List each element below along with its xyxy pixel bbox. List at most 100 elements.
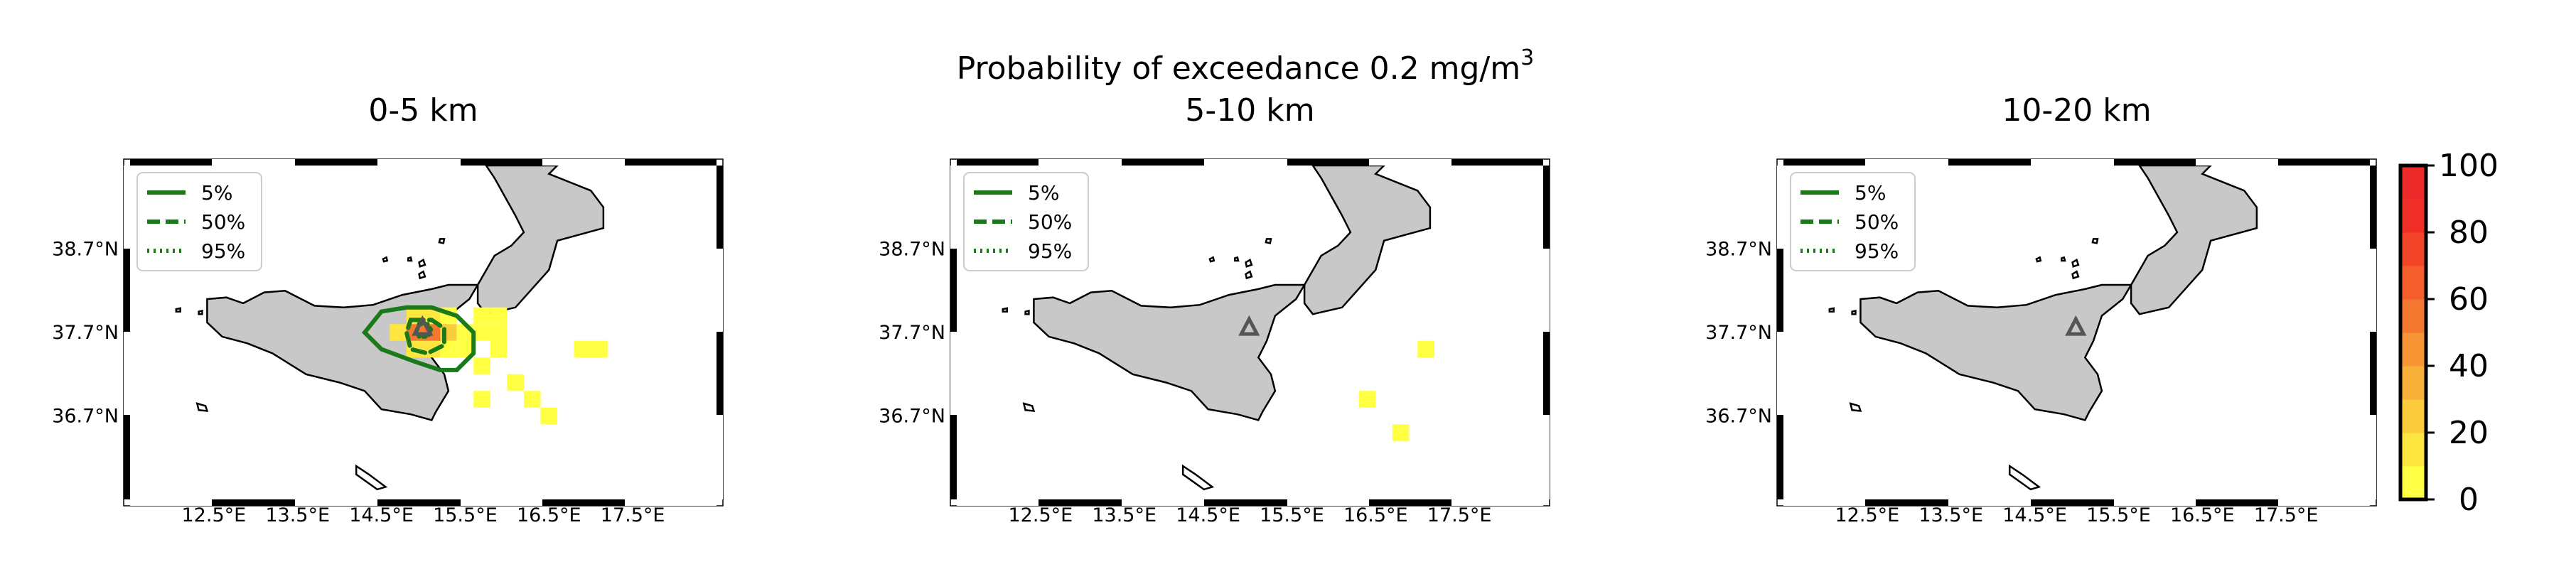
frame-segment xyxy=(130,499,212,506)
frame-segment xyxy=(1287,499,1369,506)
frame-segment xyxy=(124,415,130,499)
legend-box xyxy=(963,172,1089,271)
frame-segment xyxy=(1948,159,2031,166)
island-outline xyxy=(1849,402,1862,412)
probability-cell xyxy=(440,340,457,358)
island-outline xyxy=(1024,309,1030,315)
vent-triangle-icon xyxy=(1238,315,1260,336)
x-tick-label: 17.5°E xyxy=(1427,504,1492,526)
frame-segment xyxy=(957,499,1039,506)
colorbar-band xyxy=(2400,199,2426,233)
colorbar-tick-label: 0 xyxy=(2459,482,2479,518)
island-outline xyxy=(2071,258,2080,268)
legend-box xyxy=(136,172,262,271)
colorbar-band xyxy=(2400,232,2426,266)
island-outline xyxy=(1234,256,1240,262)
y-tick-label: 37.7°N xyxy=(1705,322,1772,344)
y-tick-label: 38.7°N xyxy=(879,239,945,261)
legend: 5% 50% 95% xyxy=(136,172,262,271)
legend: 5% 50% 95% xyxy=(1790,172,1916,271)
frame-segment xyxy=(1204,499,1287,506)
frame-segment xyxy=(950,249,957,332)
sicily-landmass xyxy=(1859,283,2133,421)
x-tick-label: 15.5°E xyxy=(2086,504,2151,526)
colorbar-band xyxy=(2400,332,2426,367)
map-panel-1: 0-5 km 12.5°E 13.5°E 14.5°E 15.5°E 16.5°E 17.5… xyxy=(52,92,724,526)
frame-segment xyxy=(1777,249,1783,332)
colorbar-band xyxy=(2400,299,2426,333)
probability-cell xyxy=(456,340,474,358)
probability-cell xyxy=(523,391,541,408)
frame-segment xyxy=(2031,159,2114,166)
map-panel-2: 5-10 km 12.5°E 13.5°E 14.5°E 15.5°E 16.5°E 17.… xyxy=(879,92,1550,526)
panel-title: 0-5 km xyxy=(368,92,478,129)
x-tick-label: 16.5°E xyxy=(517,504,581,526)
map-panel-3: 10-20 km 12.5°E 13.5°E 14.5°E 15.5°E 16.5°E 17… xyxy=(1705,92,2377,526)
island-outline xyxy=(195,402,209,412)
x-tick-label: 12.5°E xyxy=(1835,504,1900,526)
suptitle: Probability of exceedance 0.2 mg/m3 xyxy=(957,45,1534,87)
island-outline xyxy=(438,238,446,244)
frame-segment xyxy=(1865,499,1948,506)
frame-segment xyxy=(212,159,295,166)
x-tick-label: 13.5°E xyxy=(265,504,330,526)
calabria-landmass xyxy=(476,166,605,315)
frame-segment xyxy=(2031,499,2114,506)
map-body xyxy=(175,166,608,491)
island-outline xyxy=(1022,402,1036,412)
probability-cell xyxy=(540,407,558,425)
frame-segment xyxy=(124,249,130,332)
x-tick-label: 15.5°E xyxy=(433,504,498,526)
frame-segment xyxy=(625,499,717,506)
x-tick-label: 17.5°E xyxy=(601,504,665,526)
frame-segment xyxy=(1451,159,1543,166)
frame-segment xyxy=(1543,332,1550,415)
frame-segment xyxy=(1122,499,1204,506)
probability-cell xyxy=(1358,391,1376,408)
frame-segment xyxy=(377,499,461,506)
x-tick-label: 14.5°E xyxy=(349,504,414,526)
frame-segment xyxy=(625,159,717,166)
x-tick-label: 13.5°E xyxy=(1092,504,1156,526)
frame-segment xyxy=(1777,166,1783,249)
island-outline xyxy=(2035,256,2042,263)
colorbar-tick-label: 100 xyxy=(2439,148,2499,184)
frame-segment xyxy=(950,415,957,499)
legend-label: 5% xyxy=(201,181,232,205)
frame-segment xyxy=(2370,166,2376,249)
frame-segment xyxy=(1777,332,1783,415)
colorbar-tick-label: 60 xyxy=(2449,281,2489,318)
probability-cell xyxy=(490,324,508,341)
frame-segment xyxy=(1039,159,1122,166)
frame-segment xyxy=(957,159,1039,166)
x-tick-label: 16.5°E xyxy=(2170,504,2235,526)
sicily-landmass xyxy=(1033,283,1306,421)
frame-segment xyxy=(212,499,295,506)
probability-cell xyxy=(390,324,407,341)
frame-segment xyxy=(461,159,542,166)
frame-segment xyxy=(461,499,542,506)
frame-segment xyxy=(1287,159,1369,166)
y-tick-label: 37.7°N xyxy=(52,322,119,344)
legend-label: 95% xyxy=(1028,239,1072,263)
colorbar-band xyxy=(2400,266,2426,300)
frame-segment xyxy=(1543,166,1550,249)
island-outline xyxy=(1245,258,1253,268)
frame-segment xyxy=(1122,159,1204,166)
frame-segment xyxy=(717,415,723,499)
island-outline xyxy=(2008,464,2041,491)
frame-segment xyxy=(2196,499,2278,506)
probability-cell xyxy=(574,340,591,358)
probability-cell xyxy=(473,357,490,374)
colorbar-band xyxy=(2400,433,2426,467)
legend-label: 5% xyxy=(1855,181,1886,205)
y-tick-label: 36.7°N xyxy=(879,406,945,428)
frame-segment xyxy=(1369,159,1451,166)
probability-cell xyxy=(1417,340,1434,358)
y-tick-label: 38.7°N xyxy=(52,239,119,261)
x-tick-label: 14.5°E xyxy=(1176,504,1240,526)
probability-cell xyxy=(490,307,508,325)
frame-segment xyxy=(2370,332,2376,415)
frame-segment xyxy=(1783,499,1865,506)
